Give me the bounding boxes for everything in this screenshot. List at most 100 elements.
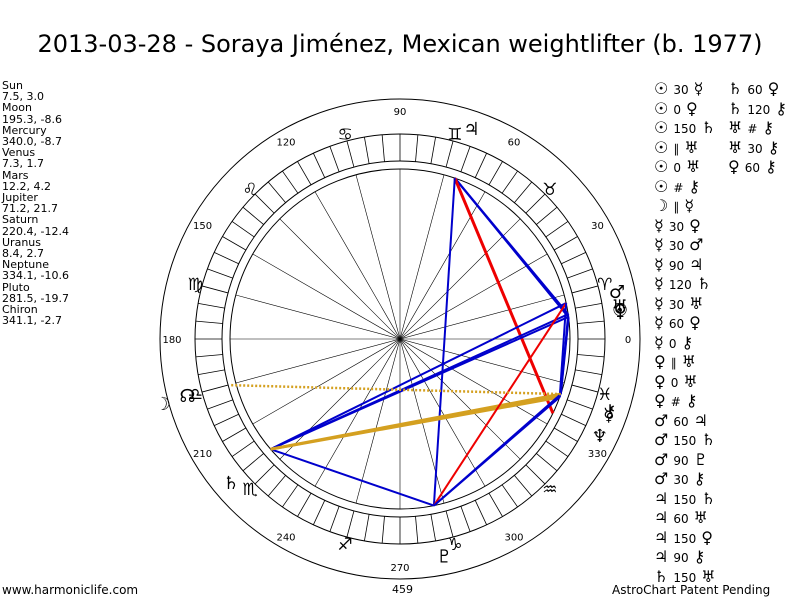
degree-tick: [346, 140, 355, 168]
degree-tick: [214, 252, 239, 265]
aspect-angle: 0: [668, 336, 677, 351]
degree-tick: [553, 427, 578, 442]
degree-tick: [313, 153, 326, 178]
aspect-planet-b: ⚷: [775, 98, 787, 118]
degree-label: 60: [508, 138, 521, 149]
degree-tick: [525, 464, 546, 485]
aspect-planet-a: ♄: [728, 79, 743, 98]
aspect-row: ☉ ∥ ♅: [654, 138, 704, 157]
degree-tick: [198, 369, 225, 375]
aspect-row: ☉ # ⚷: [654, 177, 705, 196]
zodiac-sign-icon: ♏: [242, 480, 257, 500]
degree-tick: [242, 453, 264, 472]
aspect-angle: #: [673, 180, 684, 195]
mars-icon: ♂: [609, 282, 625, 303]
planet-position-uranus: 8.4, 2.7: [2, 247, 44, 261]
degree-label: 240: [276, 532, 295, 543]
aspect-planet-a: ♂: [654, 410, 669, 430]
degree-tick: [460, 506, 471, 532]
planet-name-mercury: Mercury: [2, 123, 47, 137]
aspect-planet-a: ☿: [654, 254, 664, 274]
moon-icon: ☽: [155, 394, 171, 415]
zodiac-sign-icon: ♓: [597, 385, 612, 405]
degree-tick: [575, 303, 602, 309]
planet-position-list: Sun 7.5, 3.0 Moon 195.3, -8.6 Mercury 340.0, …: [2, 80, 69, 327]
aspect-planet-b: ☿: [684, 196, 695, 215]
aspect-angle: #: [747, 122, 758, 136]
degree-tick: [561, 252, 586, 265]
planet-name-mars: Mars: [2, 168, 29, 182]
aspect-row: ♄ 120 ⚷: [728, 99, 792, 118]
aspect-angle: 120: [668, 278, 692, 292]
aspect-planet-a: ☿: [654, 274, 664, 293]
aspect-planet-a: ☿: [654, 293, 664, 313]
degree-tick: [561, 413, 586, 426]
aspect-planet-a: ☿: [654, 215, 664, 235]
degree-label: 210: [193, 449, 212, 460]
aspect-row: ☿ 30 ♅: [654, 294, 708, 313]
aspect-row: ♂ 90 ♇: [654, 450, 713, 469]
degree-tick: [313, 500, 326, 525]
zodiac-sign-icon: ♒: [542, 480, 557, 500]
aspect-angle: ∥: [673, 141, 680, 156]
aspect-angle: #: [670, 395, 681, 409]
degree-label: 120: [276, 138, 295, 149]
aspect-planet-a: ☿: [654, 235, 664, 254]
aspect-planet-b: ♄: [701, 488, 716, 508]
aspect-planet-a: ☉: [654, 98, 669, 118]
aspect-angle: 30: [673, 473, 689, 487]
aspect-planet-b: ⚷: [765, 157, 777, 176]
aspect-planet-b: ♄: [701, 430, 716, 449]
jupiter-icon: ♃: [463, 119, 479, 140]
degree-tick: [536, 453, 558, 472]
degree-tick: [364, 137, 370, 164]
aspect-planet-b: ♀: [689, 215, 701, 235]
aspect-row: ♀ # ⚷: [654, 391, 703, 410]
aspect-angle: 90: [668, 258, 685, 273]
aspect-planet-a: ♀: [654, 391, 666, 410]
aspect-planet-a: ☽: [654, 196, 669, 215]
aspect-planet-b: ♀: [685, 98, 698, 118]
aspect-planet-b: ♅: [684, 137, 699, 157]
aspect-angle: 90: [673, 453, 689, 468]
degree-tick: [460, 146, 471, 172]
degree-tick: [282, 170, 299, 194]
zodiac-sign-icon: ♊: [447, 125, 462, 145]
mercury-icon: ☿: [603, 405, 614, 426]
aspect-row: ☿ 90 ♃: [654, 255, 708, 274]
degree-tick: [329, 506, 340, 532]
aspect-row: ♀ 0 ♅: [654, 372, 703, 391]
aspect-line: [270, 448, 435, 507]
footer-website: www.harmoniclife.com: [2, 583, 139, 597]
aspect-planet-a: ☉: [654, 118, 669, 137]
degree-tick: [297, 161, 312, 186]
aspect-planet-a: ♃: [654, 527, 669, 547]
degree-tick: [430, 137, 436, 164]
degree-tick: [567, 268, 593, 279]
zodiac-sign-icon: ♌: [242, 180, 257, 200]
planet-position-jupiter: 71.2, 21.7: [2, 202, 58, 216]
degree-tick: [222, 236, 247, 251]
degree-label: 150: [193, 221, 212, 232]
aspect-angle: 30: [747, 141, 763, 156]
aspect-angle: 60: [744, 161, 760, 175]
aspect-angle: 150: [673, 492, 697, 507]
aspect-line: [433, 393, 562, 507]
aspect-planet-a: ♃: [654, 488, 669, 508]
aspect-angle: ∥: [670, 356, 677, 370]
aspect-planet-b: ♅: [681, 352, 697, 371]
north-node-icon: ☊: [179, 386, 195, 407]
degree-tick: [254, 464, 275, 485]
aspect-planet-b: ♅: [685, 157, 701, 176]
planet-position-sun: 7.5, 3.0: [2, 90, 44, 104]
degree-tick: [575, 369, 602, 375]
aspect-angle: 30: [668, 239, 685, 253]
aspect-planet-a: ☉: [654, 79, 669, 98]
aspect-angle: 0: [673, 161, 681, 175]
aspect-angle: 60: [673, 414, 689, 429]
aspect-angle: 60: [668, 317, 685, 331]
chiron-icon: ⚷: [603, 401, 616, 422]
degree-tick: [231, 440, 255, 457]
aspect-row: ☿ 0 ⚷: [654, 333, 698, 352]
degree-tick: [222, 427, 247, 442]
